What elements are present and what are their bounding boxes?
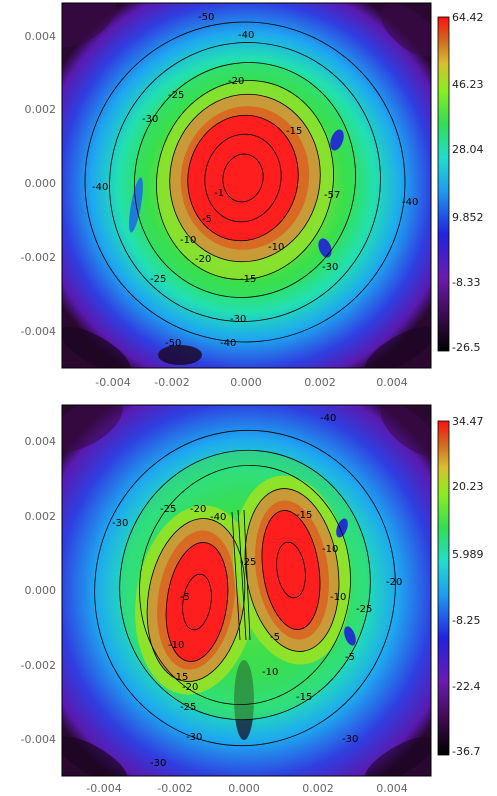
panel-1: -50 -40 -30 -25 -20 -15 -10 -5 -1 -57 -4… [21, 2, 484, 389]
y-tick-label: 0.004 [25, 435, 57, 448]
panel-1-frame [61, 2, 432, 369]
contour-label: -40 [220, 338, 236, 349]
contour-label: -5 [270, 632, 280, 643]
colorbar-tick-label: 5.989 [452, 548, 484, 561]
contour-label: -25 [356, 604, 372, 615]
panel-1-x-axis: -0.004 -0.002 0.000 0.002 0.004 [95, 376, 407, 389]
colorbar-scale [437, 420, 450, 756]
contour-label: -20 [182, 682, 198, 693]
contour-label: -25 [150, 274, 166, 285]
x-tick-label: 0.000 [230, 376, 262, 389]
panel-1-heatmap [62, 3, 431, 368]
panel-2-peak-right [262, 510, 320, 630]
panel-2-peak-left [166, 542, 228, 662]
contour-label: -30 [322, 262, 338, 273]
y-tick-label: 0.004 [25, 30, 57, 43]
panel-2-colorbar: 34.47 20.23 5.989 -8.25 -22.4 -36.7 [437, 415, 484, 758]
x-tick-label: 0.004 [376, 376, 408, 389]
contour-label: -25 [160, 504, 176, 515]
contour-label: -40 [238, 30, 254, 41]
colorbar-tick-label: -36.7 [452, 745, 480, 758]
panel-2-heatmap [62, 405, 431, 776]
contour-label: -5 [345, 652, 355, 663]
contour-label: -50 [198, 12, 214, 23]
contour-label: -20 [386, 577, 402, 588]
y-tick-label: 0.000 [25, 584, 57, 597]
contour-label: -10 [330, 592, 346, 603]
x-tick-label: -0.002 [157, 782, 192, 795]
contour-label: -10 [168, 640, 184, 651]
colorbar-tick-label: 34.47 [452, 415, 484, 428]
contour-label: -10 [180, 235, 196, 246]
panel-1-contours [84, 21, 406, 343]
panel-2: -40 -30 -25 -20 -15 -10 -5 -5 -10 -15 -2… [21, 404, 484, 795]
contour-label: -1 [214, 188, 224, 199]
y-tick-label: 0.000 [25, 177, 57, 190]
contour-label: -30 [112, 518, 128, 529]
panel-1-y-axis: 0.004 0.002 0.000 -0.002 -0.004 [21, 30, 56, 338]
colorbar-tick-label: -22.4 [452, 680, 480, 693]
colorbar-tick-label: -8.25 [452, 614, 480, 627]
colorbar-scale [437, 16, 450, 352]
x-tick-label: 0.004 [376, 782, 408, 795]
contour-label: -15 [286, 126, 302, 137]
contour-label: -20 [228, 76, 244, 87]
panel-2-contours [94, 429, 396, 747]
contour-label: -15 [172, 672, 188, 683]
y-tick-label: 0.002 [25, 103, 57, 116]
panel-1-contour-labels: -50 -40 -30 -25 -20 -15 -10 -5 -1 -57 -4… [92, 12, 418, 349]
x-tick-label: 0.002 [302, 782, 334, 795]
colorbar-tick-label: 64.42 [452, 11, 484, 24]
panel-2-contour-labels: -40 -30 -25 -20 -15 -10 -5 -5 -10 -15 -2… [112, 413, 402, 769]
contour-label: -5 [202, 214, 212, 225]
contour-label: -40 [92, 182, 108, 193]
contour-label: -20 [190, 504, 206, 515]
contour-label: -40 [402, 197, 418, 208]
contour-label: -30 [142, 114, 158, 125]
contour-label: -30 [186, 732, 202, 743]
y-tick-label: -0.002 [21, 659, 56, 672]
x-tick-label: 0.002 [304, 376, 336, 389]
contour-label: -50 [165, 338, 181, 349]
panel-2-x-axis: -0.004 -0.002 0.000 0.002 0.004 [86, 782, 407, 795]
contour-label: -15 [240, 274, 256, 285]
x-tick-label: -0.002 [154, 376, 189, 389]
contour-label: -25 [240, 557, 256, 568]
x-tick-label: 0.000 [228, 782, 260, 795]
panel-1-colorbar: 64.42 46.23 28.04 9.852 -8.33 -26.5 [437, 11, 484, 354]
contour-label: -30 [230, 314, 246, 325]
x-tick-label: -0.004 [95, 376, 130, 389]
y-tick-label: -0.004 [21, 325, 56, 338]
contour-label: -10 [322, 544, 338, 555]
x-tick-label: -0.004 [86, 782, 121, 795]
contour-label: -57 [324, 190, 340, 201]
y-tick-label: 0.002 [25, 510, 57, 523]
y-tick-label: -0.004 [21, 733, 56, 746]
colorbar-tick-label: -26.5 [452, 341, 480, 354]
colorbar-tick-label: 46.23 [452, 78, 484, 91]
contour-label: -30 [150, 758, 166, 769]
contour-label: -5 [180, 592, 190, 603]
colorbar-tick-label: 28.04 [452, 143, 484, 156]
contour-label: -25 [168, 90, 184, 101]
contour-label: -15 [296, 510, 312, 521]
panel-2-frame [61, 404, 432, 777]
contour-label: -40 [320, 413, 336, 424]
contour-label: -30 [342, 734, 358, 745]
colorbar-tick-label: 9.852 [452, 211, 484, 224]
colorbar-tick-label: 20.23 [452, 480, 484, 493]
contour-label: -10 [268, 242, 284, 253]
contour-label: -15 [296, 692, 312, 703]
contour-label: -20 [195, 254, 211, 265]
contour-label: -25 [180, 702, 196, 713]
y-tick-label: -0.002 [21, 251, 56, 264]
panel-2-y-axis: 0.004 0.002 0.000 -0.002 -0.004 [21, 435, 56, 746]
contour-label: -10 [262, 667, 278, 678]
colorbar-tick-label: -8.33 [452, 276, 480, 289]
contour-label: -40 [210, 512, 226, 523]
